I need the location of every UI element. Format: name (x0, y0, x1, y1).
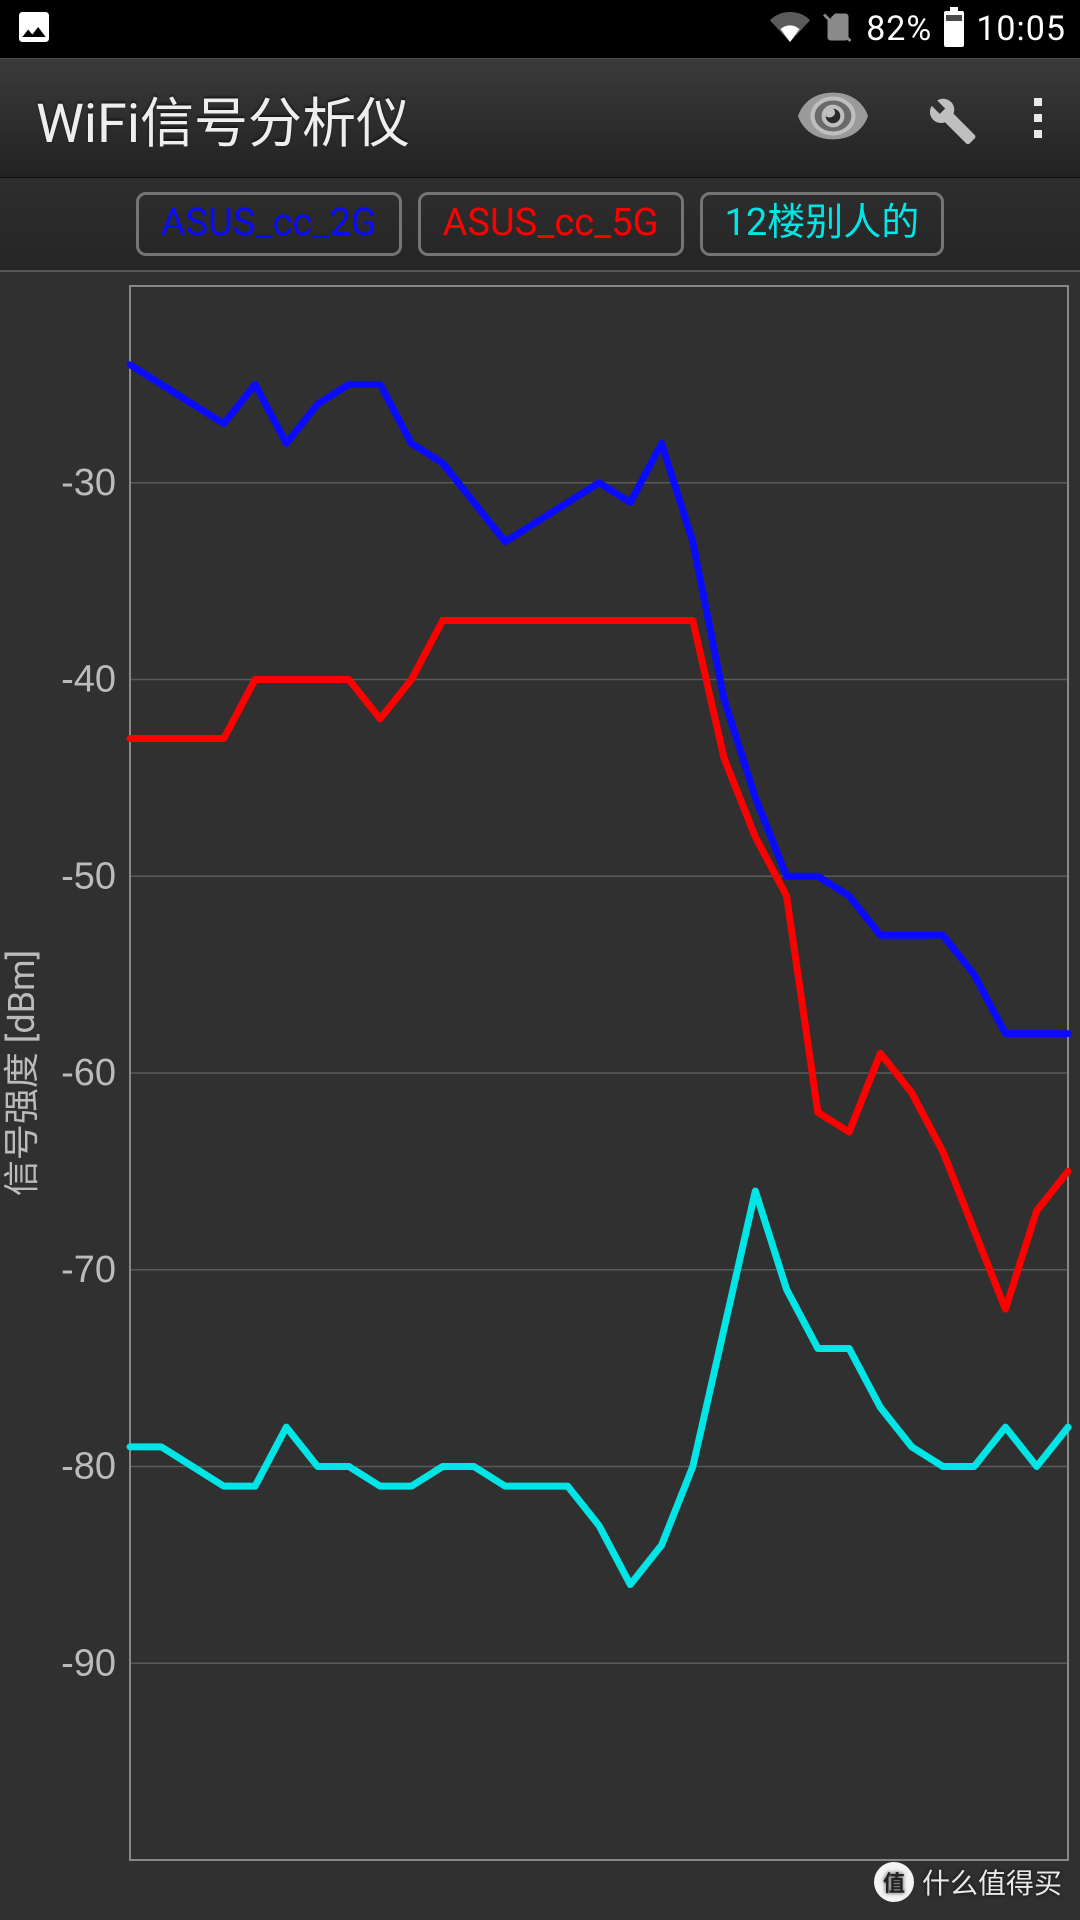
overflow-icon[interactable] (1026, 98, 1050, 138)
wifi-icon (770, 7, 810, 51)
svg-text:-70: -70 (61, 1249, 116, 1291)
legend-bar: ASUS_cc_2G ASUS_cc_5G 12楼别人的 (0, 178, 1080, 272)
watermark-badge-icon: 值 (874, 1862, 914, 1902)
status-bar: 82% 10:05 (0, 0, 1080, 58)
eye-icon[interactable] (798, 91, 868, 145)
clock: 10:05 (976, 9, 1066, 49)
picture-icon (14, 7, 54, 51)
status-right: 82% 10:05 (770, 7, 1066, 51)
battery-icon (942, 7, 966, 51)
legend-item-1[interactable]: ASUS_cc_5G (418, 192, 684, 256)
chart-canvas: -30 -40 -50 -60 -70 -80 -90 信号强度 [dBm] (0, 272, 1080, 1920)
action-bar: WiFi信号分析仪 (0, 58, 1080, 178)
status-left (14, 7, 54, 51)
legend-item-0[interactable]: ASUS_cc_2G (136, 192, 402, 256)
svg-text:-60: -60 (61, 1052, 116, 1094)
signal-chart: -30 -40 -50 -60 -70 -80 -90 信号强度 [dBm] 值 什么值得买 (0, 272, 1080, 1920)
action-icons (798, 85, 1062, 151)
svg-text:-40: -40 (61, 659, 116, 701)
wrench-icon[interactable] (916, 85, 978, 151)
svg-text:-90: -90 (61, 1642, 116, 1684)
watermark-text: 什么值得买 (922, 1862, 1062, 1902)
watermark: 值 什么值得买 (874, 1862, 1062, 1902)
no-sim-icon (820, 7, 856, 51)
svg-text:-30: -30 (61, 462, 116, 504)
battery-percent: 82% (866, 9, 932, 49)
legend-item-2[interactable]: 12楼别人的 (700, 192, 945, 256)
svg-text:-80: -80 (61, 1446, 116, 1488)
svg-text:-50: -50 (61, 855, 116, 897)
svg-text:信号强度 [dBm]: 信号强度 [dBm] (1, 950, 43, 1196)
app-title: WiFi信号分析仪 (36, 79, 798, 158)
